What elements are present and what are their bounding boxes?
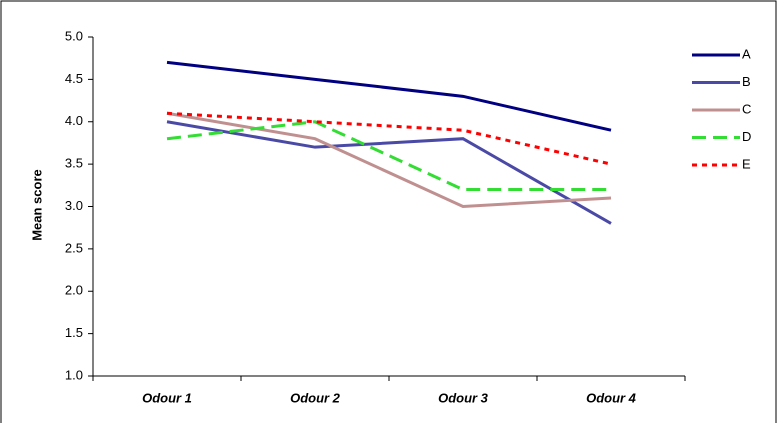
- legend-label: C: [742, 101, 751, 116]
- series-line: [166, 111, 612, 166]
- x-tick-label: Odour 2: [290, 390, 341, 405]
- legend-label: B: [742, 74, 751, 89]
- y-tick-label: 1.0: [65, 367, 83, 382]
- series-line: [166, 120, 611, 192]
- legend-label: D: [742, 129, 751, 144]
- x-tick-label: Odour 3: [438, 390, 489, 405]
- x-tick-label: Odour 1: [142, 390, 192, 405]
- y-tick-label: 1.5: [65, 325, 83, 340]
- y-tick-label: 5.0: [65, 28, 83, 43]
- series-line: [166, 120, 612, 225]
- y-tick-label: 4.5: [65, 71, 83, 86]
- y-tick-label: 2.0: [65, 283, 83, 298]
- legend-label: E: [742, 156, 751, 171]
- y-tick-label: 4.0: [65, 113, 83, 128]
- series-line: [166, 111, 612, 209]
- x-tick-label: Odour 4: [586, 390, 637, 405]
- y-axis-label: Mean score: [29, 169, 44, 241]
- series-line: [166, 60, 612, 132]
- y-tick-label: 3.0: [65, 198, 83, 213]
- y-tick-label: 2.5: [65, 240, 83, 255]
- y-tick-label: 3.5: [65, 156, 83, 171]
- legend-label: A: [742, 46, 751, 61]
